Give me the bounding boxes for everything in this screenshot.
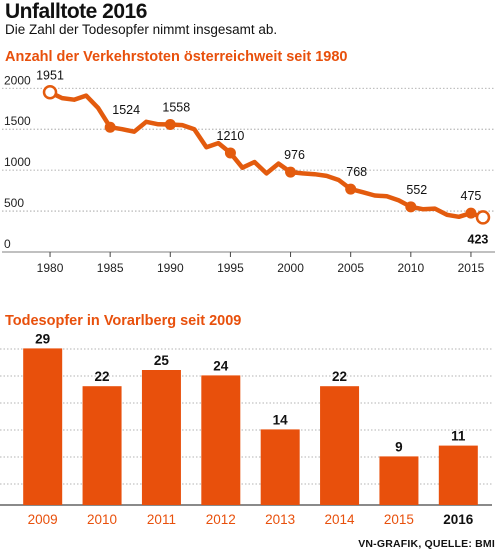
data-label: 552 [406,183,427,197]
x-tick-label: 2010 [397,261,424,275]
x-tick-label: 2015 [458,261,485,275]
data-point [285,166,297,178]
data-label: 1210 [217,129,245,143]
data-point [42,85,58,100]
category-label: 2014 [325,512,356,527]
bar-value-label: 25 [154,353,170,368]
x-tick-label: 2005 [337,261,364,275]
category-label: 2011 [147,512,176,527]
x-tick-label: 1980 [37,261,64,275]
data-point [475,210,491,225]
bar-value-label: 22 [95,369,110,384]
bar-2016 [438,445,478,505]
y-tick-label: 1000 [4,155,31,169]
line-chart: 0 500 1000 1500 2000 1980 1985 1990 1995 2000 2005… [2,70,495,275]
page-title: Unfalltote 2016 [5,0,147,23]
category-label: 2015 [384,512,414,527]
source-credit: VN-GRAFIK, QUELLE: BMI [358,538,495,550]
category-label: 2016 [443,512,474,527]
category-label: 2012 [206,512,236,527]
bar-2012 [201,375,241,505]
data-point [345,183,357,195]
data-label: 976 [284,148,305,162]
bar-2013 [260,429,300,505]
category-label: 2010 [87,512,117,527]
bar-value-label: 22 [332,369,347,384]
y-tick-label: 0 [4,237,11,251]
data-label: 1558 [162,100,190,114]
x-tick-label: 1990 [157,261,184,275]
y-tick-label: 500 [4,196,24,210]
category-label: 2009 [28,512,58,527]
y-tick-label: 2000 [4,73,31,87]
page-subtitle: Die Zahl der Todesopfer nimmt insgesamt … [5,22,278,37]
data-label: 768 [346,165,367,179]
x-tick-label: 1995 [217,261,244,275]
bar-value-label: 29 [35,333,50,346]
data-label: 475 [461,189,482,203]
x-tick-label: 2000 [277,261,304,275]
bar-chart: 29 2009 22 2010 25 2011 24 2012 14 2013 22 2014 9 201… [0,333,492,527]
data-point [405,201,417,213]
bar-value-label: 9 [395,439,403,454]
data-point [465,207,477,219]
bar-2014 [320,386,360,505]
data-label: 423 [468,232,489,246]
line-chart-title: Anzahl der Verkehrstoten österreichweit … [5,49,348,65]
bar-value-label: 24 [213,358,229,373]
category-label: 2013 [265,512,295,527]
bar-2015 [379,456,419,505]
bar-2010 [82,386,122,505]
bar-2009 [23,348,63,505]
data-label: 1951 [36,70,64,82]
data-label: 1524 [112,103,140,117]
bar-chart-title: Todesopfer in Vorarlberg seit 2009 [5,313,242,329]
bar-value-label: 11 [451,429,466,444]
data-point [164,118,176,130]
bar-value-label: 14 [273,412,289,427]
data-point [104,121,116,133]
y-tick-label: 1500 [4,114,31,128]
x-tick-label: 1985 [97,261,124,275]
bar-2011 [141,370,181,505]
data-point [224,147,236,159]
